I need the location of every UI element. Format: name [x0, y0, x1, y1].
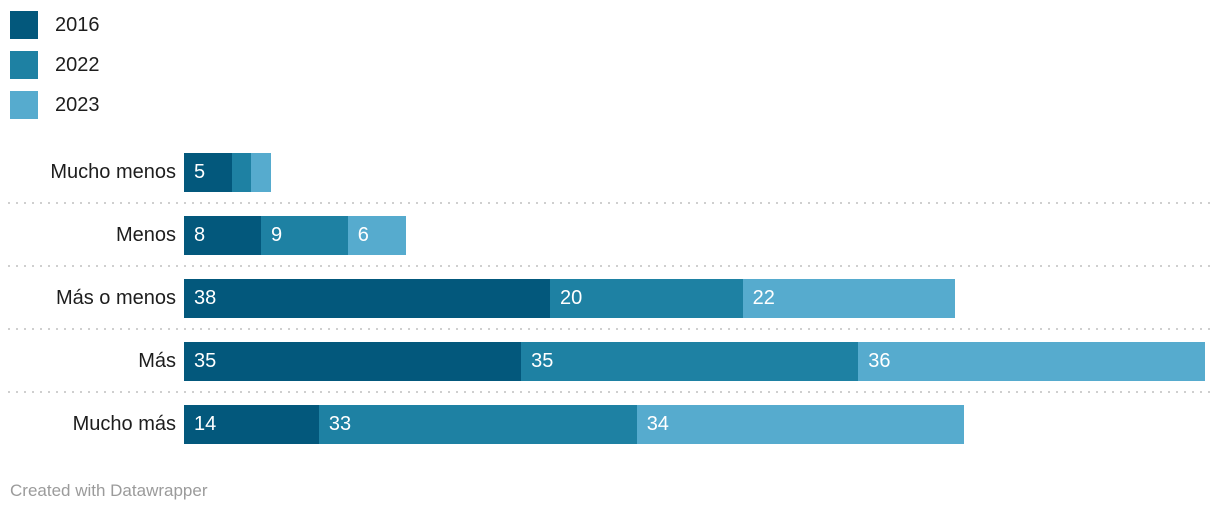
category-label: Menos [115, 224, 176, 246]
category-label: Mucho más [72, 413, 176, 435]
legend-label: 2023 [55, 94, 100, 116]
credit-text: Created with Datawrapper [10, 481, 208, 500]
bar-segment-2022: 35 [521, 342, 859, 381]
value-label: 35 [194, 350, 217, 372]
chart-row: Mucho menos 5 [0, 153, 1220, 192]
row-separator [8, 202, 1210, 204]
chart-row: Más o menos 38 20 22 [0, 279, 1220, 318]
bar-segment-2023: 6 [347, 216, 406, 255]
bar-segment-2016: 14 [184, 405, 319, 444]
value-label: 14 [194, 413, 217, 435]
bar-segment-2016: 35 [184, 342, 522, 381]
bar-track: 38 20 22 [184, 279, 955, 318]
value-label: 22 [752, 287, 775, 309]
bar-segment-2022: 9 [261, 216, 348, 255]
chart-row: Mucho más 14 33 34 [0, 405, 1220, 444]
bar-segment-2023: 34 [636, 405, 965, 444]
bar-segment-2023: 22 [742, 279, 955, 318]
category-label: Más o menos [55, 287, 176, 309]
row-separator [8, 265, 1210, 267]
value-label: 35 [531, 350, 554, 372]
legend-swatch-2016 [10, 11, 38, 39]
bar-segment-2022: 20 [550, 279, 743, 318]
value-label: 6 [357, 224, 369, 246]
value-label: 38 [194, 287, 217, 309]
legend-label: 2016 [55, 14, 100, 36]
legend-swatch-2023 [10, 91, 38, 119]
row-separator [8, 391, 1210, 393]
category-label: Más [138, 350, 176, 372]
bar-segment-2016: 38 [184, 279, 551, 318]
chart-row: Menos 8 9 6 [0, 216, 1220, 255]
bar-segment-2023: 36 [858, 342, 1205, 381]
bar-track: 14 33 34 [184, 405, 965, 444]
legend-item-2023: 2023 [10, 91, 100, 119]
legend-swatch-2022 [10, 51, 38, 79]
value-label: 36 [868, 350, 891, 372]
bar-track: 35 35 36 [184, 342, 1205, 381]
bar-segment-2016: 8 [184, 216, 262, 255]
legend-item-2016: 2016 [10, 11, 100, 39]
bar-segment-2023 [251, 153, 271, 192]
bar-track: 8 9 6 [184, 216, 406, 255]
bar-segment-2016: 5 [184, 153, 233, 192]
legend: 2016 2022 2023 [10, 11, 100, 131]
bar-track: 5 [184, 153, 271, 192]
bar-segment-2022: 33 [318, 405, 637, 444]
value-label: 34 [646, 413, 669, 435]
value-label: 20 [560, 287, 583, 309]
footer: Created with Datawrapper [10, 481, 207, 501]
value-label: 9 [271, 224, 283, 246]
legend-item-2022: 2022 [10, 51, 100, 79]
value-label: 8 [194, 224, 206, 246]
category-label: Mucho menos [50, 161, 176, 183]
value-label: 5 [194, 161, 206, 183]
chart-row: Más 35 35 36 [0, 342, 1220, 381]
row-separator [8, 328, 1210, 330]
bar-segment-2022 [232, 153, 252, 192]
legend-label: 2022 [55, 54, 100, 76]
value-label: 33 [328, 413, 352, 435]
